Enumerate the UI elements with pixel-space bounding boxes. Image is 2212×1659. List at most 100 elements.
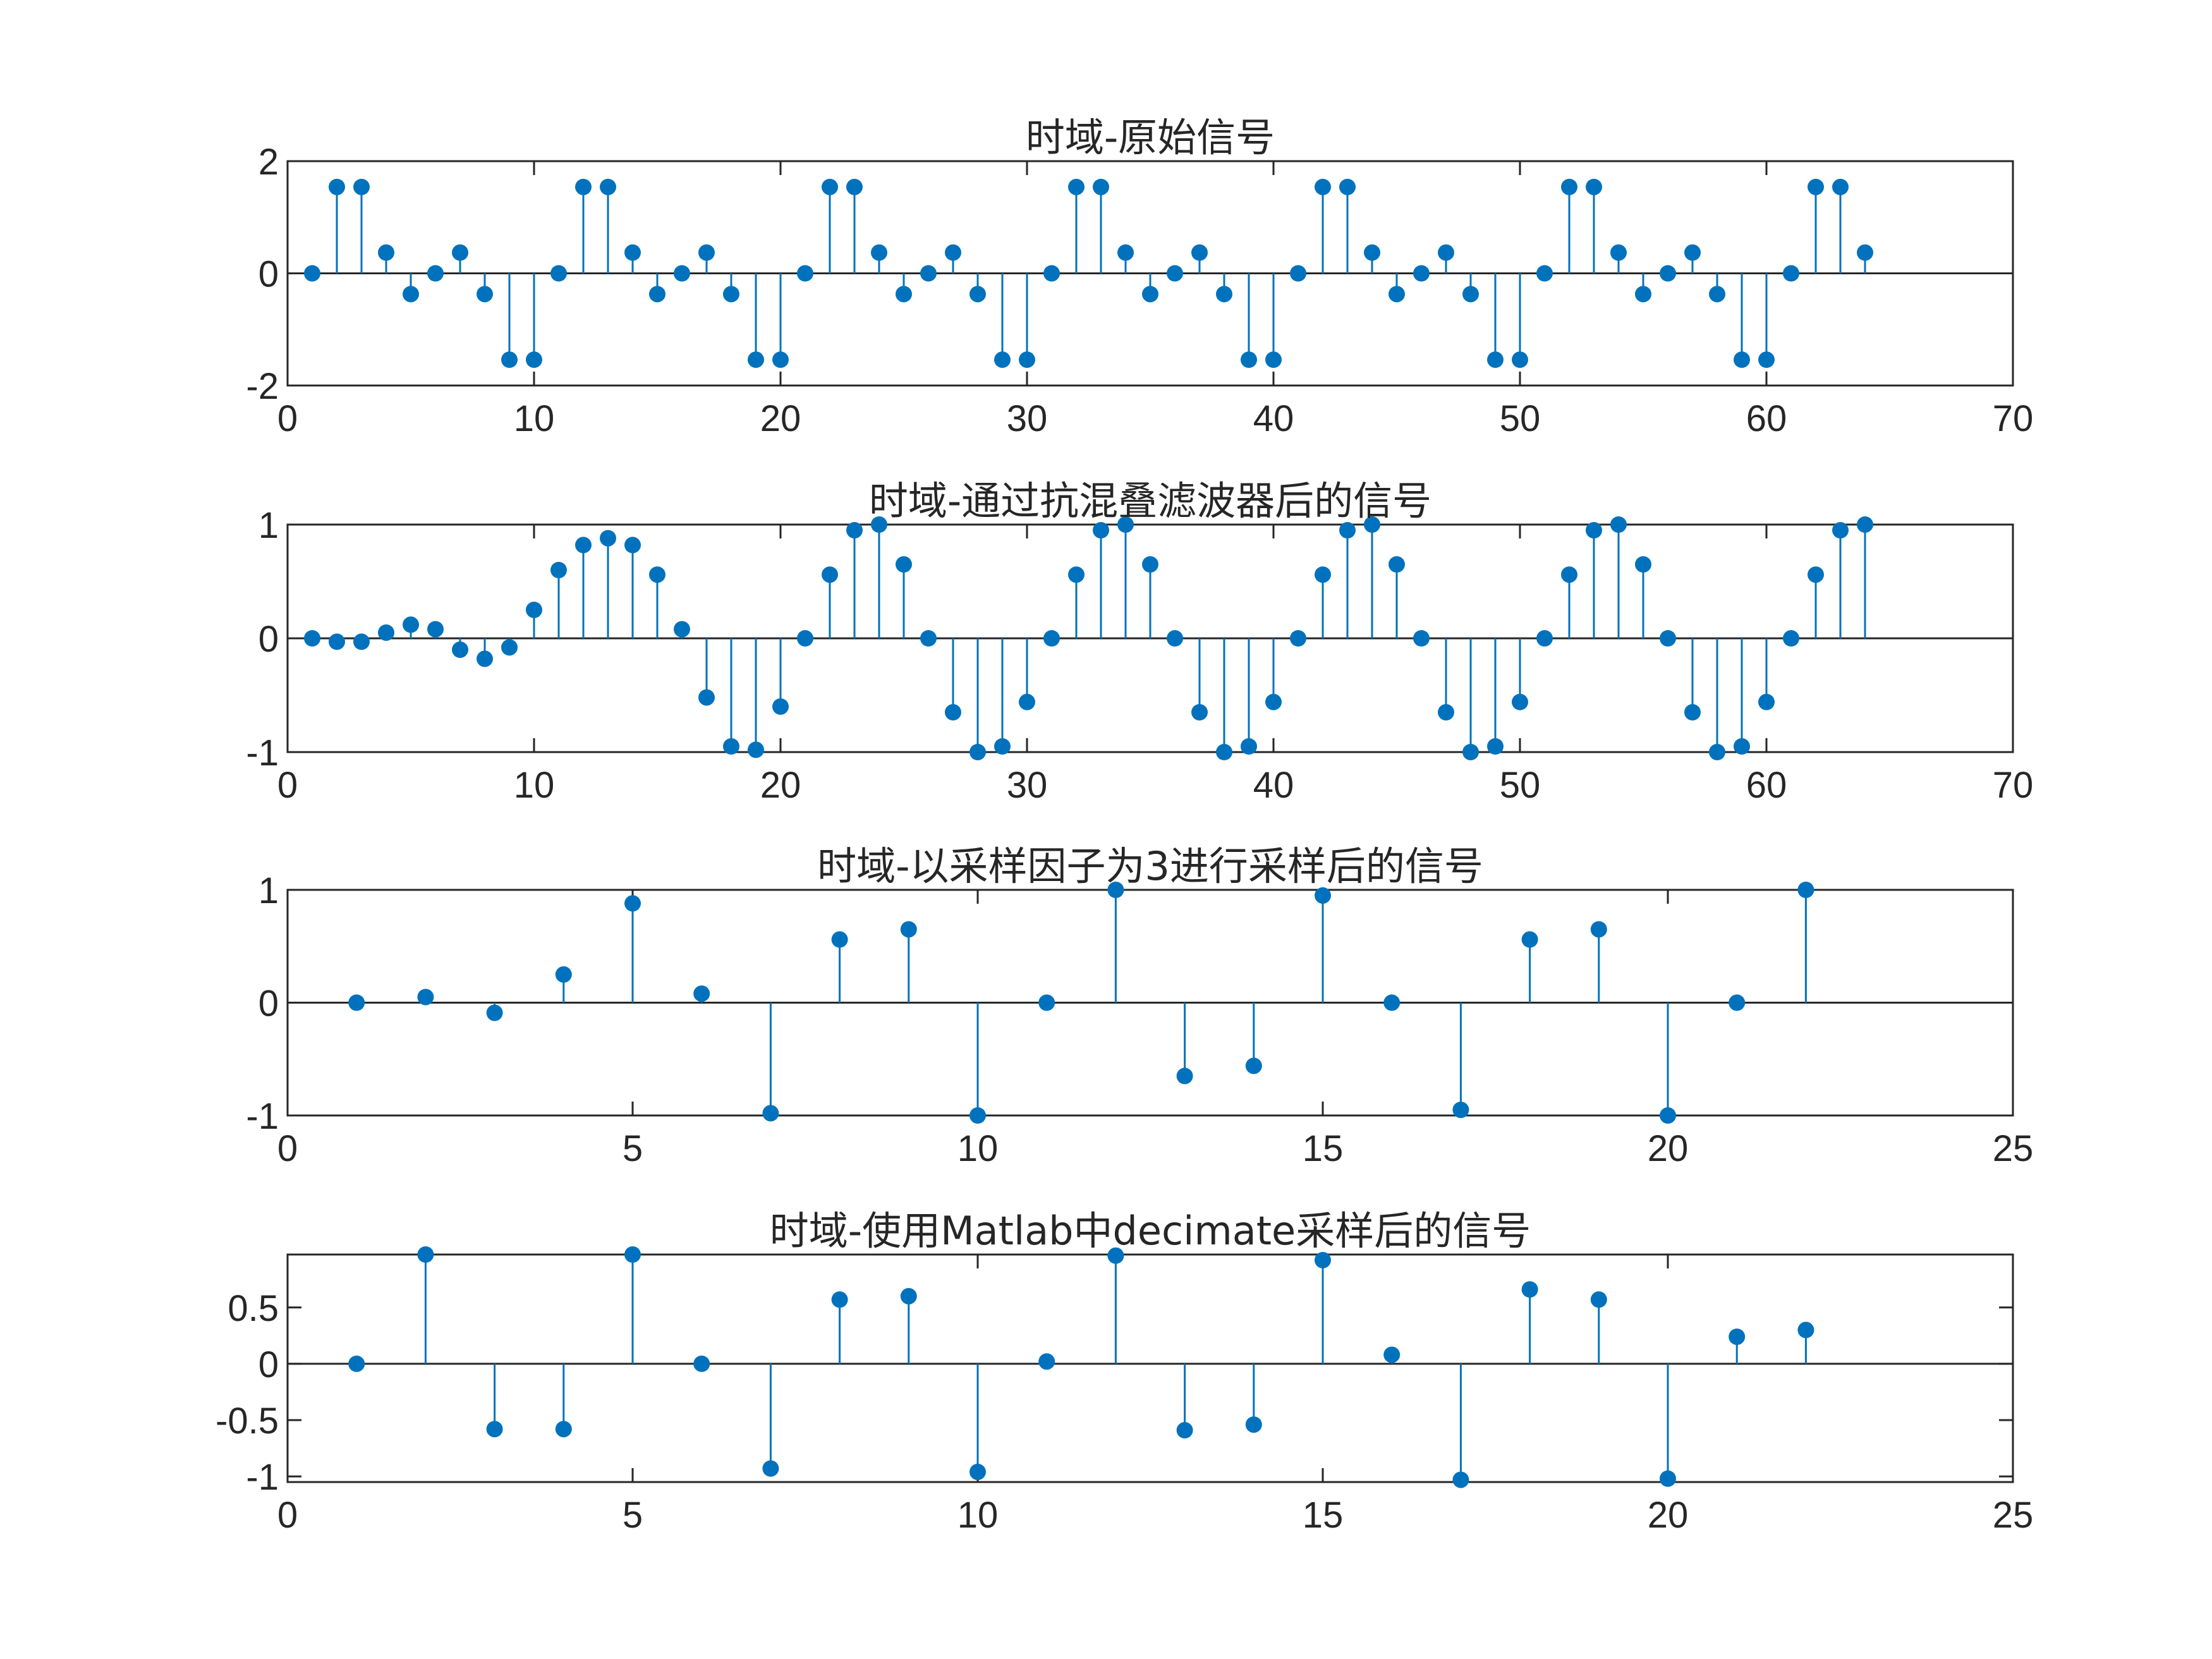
- stem-marker: [871, 244, 887, 261]
- stem-marker: [1521, 1281, 1538, 1298]
- stem-marker: [1590, 921, 1607, 938]
- stem-marker: [1038, 1353, 1055, 1370]
- x-tick-label: 40: [1253, 765, 1294, 806]
- stem-marker: [649, 286, 665, 303]
- stem-marker: [969, 744, 986, 760]
- y-tick-label: 0.5: [228, 1288, 279, 1329]
- stem-marker: [1438, 704, 1454, 720]
- x-tick-label: 40: [1253, 398, 1294, 439]
- stem-marker: [575, 537, 592, 554]
- stem-marker: [1245, 1057, 1262, 1074]
- y-tick-label: 0: [258, 1344, 279, 1385]
- x-tick-label: 0: [277, 1495, 298, 1536]
- stem-marker: [550, 265, 567, 282]
- stem-marker: [1315, 887, 1331, 904]
- stem-marker: [994, 738, 1011, 755]
- stem-marker: [1586, 178, 1602, 195]
- x-tick-label: 20: [1648, 1495, 1689, 1536]
- stem-marker: [1512, 693, 1528, 710]
- stem-marker: [674, 265, 690, 282]
- stem-marker: [822, 178, 838, 195]
- x-tick-label: 0: [277, 398, 298, 439]
- stem-marker: [1452, 1102, 1469, 1119]
- y-tick-label: -1: [246, 732, 279, 774]
- stem-marker: [1808, 566, 1824, 583]
- y-tick-label: 1: [258, 870, 279, 911]
- stem-marker: [1117, 516, 1134, 533]
- stem-marker: [1660, 630, 1676, 647]
- stem-marker: [1536, 630, 1553, 647]
- stem-marker: [723, 738, 739, 755]
- stem-marker: [969, 286, 986, 303]
- subplot-4: 0 5 10 15 20 25 -1 -0.5 0 0.5 时域-使用Matlab中decimate…: [216, 1208, 2033, 1536]
- stem-marker: [762, 1105, 779, 1122]
- stem-marker: [1462, 744, 1479, 760]
- stem-marker: [1734, 738, 1750, 755]
- stem-marker: [698, 689, 715, 706]
- stem-marker: [1635, 556, 1651, 573]
- stem-marker: [329, 633, 345, 650]
- stem-marker: [1364, 244, 1380, 261]
- stem-marker: [526, 351, 542, 368]
- x-tick-label: 70: [1993, 765, 2034, 806]
- stem-marker: [1729, 994, 1746, 1011]
- axes-box: [286, 1253, 2014, 1483]
- stem-marker: [846, 522, 863, 538]
- stem-marker: [822, 566, 838, 583]
- stem-marker: [1413, 265, 1430, 282]
- x-tick-label: 0: [277, 765, 298, 806]
- x-tick-label: 25: [1993, 1495, 2034, 1536]
- stem-marker: [797, 265, 813, 282]
- x-tick-label: 5: [623, 1128, 643, 1169]
- x-tick-label: 50: [1500, 398, 1541, 439]
- stem-marker: [1487, 351, 1504, 368]
- stem-marker: [920, 265, 937, 282]
- stem-marker: [1808, 178, 1824, 195]
- stem-marker: [1635, 286, 1651, 303]
- stem-marker: [1797, 882, 1814, 898]
- stem-marker: [477, 286, 493, 303]
- stem-marker: [1758, 351, 1775, 368]
- stem-marker: [693, 985, 710, 1002]
- x-tick-label: 10: [957, 1495, 999, 1536]
- stem-marker: [1438, 244, 1454, 261]
- stem-marker: [1383, 1346, 1401, 1363]
- stem-marker: [427, 621, 444, 638]
- y-tick-label: 0: [258, 254, 279, 295]
- stem-marker: [1561, 566, 1577, 583]
- stem-marker: [1709, 744, 1725, 760]
- stem-marker: [1729, 1328, 1746, 1346]
- x-tick-label: 70: [1993, 398, 2034, 439]
- stem-marker: [427, 265, 444, 282]
- stem-marker: [1068, 566, 1085, 583]
- stem-marker: [1142, 556, 1158, 573]
- stem-marker: [969, 1463, 986, 1480]
- stem-marker: [1590, 1291, 1607, 1308]
- stem-marker: [1660, 1470, 1676, 1487]
- stem-marker: [304, 630, 320, 647]
- stem-marker: [1043, 265, 1060, 282]
- stem-marker: [831, 931, 848, 948]
- stem-marker: [1783, 265, 1799, 282]
- stem-marker: [1452, 1471, 1469, 1488]
- stem-marker: [1783, 630, 1799, 647]
- stem-marker: [994, 351, 1011, 368]
- stem-marker: [1043, 630, 1060, 647]
- subplot-title: 时域-使用Matlab中decimate采样后的信号: [770, 1208, 1531, 1254]
- stem-marker: [1521, 931, 1538, 948]
- stem-marker: [486, 1421, 503, 1438]
- stem-marker: [403, 616, 419, 633]
- stem-marker: [1734, 351, 1750, 368]
- stem-marker: [403, 286, 419, 303]
- stem-marker: [900, 1287, 917, 1304]
- stem-marker: [1462, 286, 1479, 303]
- stem-marker: [772, 698, 789, 715]
- stem-marker: [304, 265, 320, 282]
- x-tick-label: 20: [760, 398, 801, 439]
- stem-marker: [900, 921, 917, 938]
- stem-marker: [1610, 244, 1627, 261]
- stem-marker: [723, 286, 739, 303]
- stem-marker: [452, 641, 468, 658]
